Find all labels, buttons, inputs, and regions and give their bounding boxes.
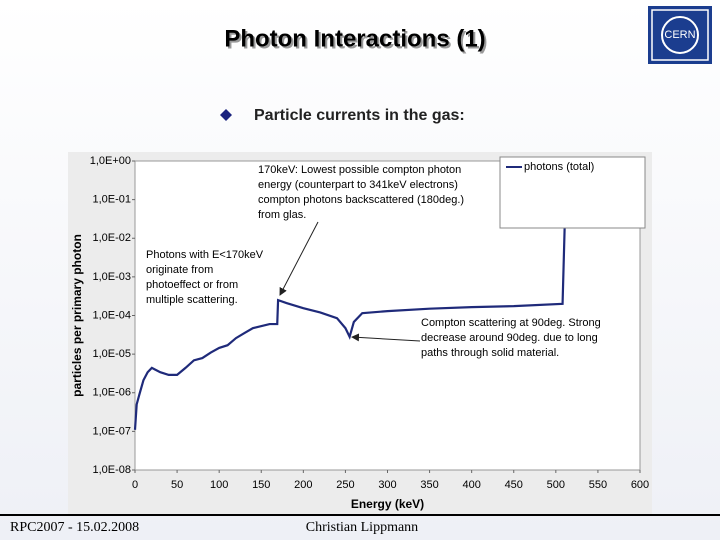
x-tick-label: 500 bbox=[547, 479, 565, 491]
y-tick-label: 1,0E+00 bbox=[90, 155, 131, 167]
y-tick-label: 1,0E-02 bbox=[92, 232, 131, 244]
x-tick-label: 450 bbox=[505, 479, 523, 491]
y-tick-label: 1,0E-06 bbox=[92, 387, 131, 399]
x-tick-label: 550 bbox=[589, 479, 607, 491]
y-tick-label: 1,0E-04 bbox=[92, 309, 131, 321]
x-tick-label: 350 bbox=[420, 479, 438, 491]
logo-text: CERN bbox=[664, 29, 695, 41]
x-tick-label: 50 bbox=[171, 479, 183, 491]
x-tick-label: 250 bbox=[336, 479, 354, 491]
x-axis-title: Energy (keV) bbox=[351, 497, 424, 511]
slide-title: Photon Interactions (1) bbox=[224, 25, 485, 52]
title-shadow: Photon Interactions (1) bbox=[226, 27, 487, 54]
x-tick-label: 600 bbox=[631, 479, 649, 491]
annotation: multiple scattering. bbox=[146, 294, 238, 306]
x-tick-label: 200 bbox=[294, 479, 312, 491]
annotation-arrow bbox=[279, 221, 319, 296]
logo: CERN bbox=[648, 6, 712, 64]
annotation-arrow bbox=[351, 333, 421, 342]
y-axis-title: particles per primary photon bbox=[70, 234, 84, 397]
annotation: from glas. bbox=[258, 209, 306, 221]
annotation: energy (counterpart to 341keV electrons) bbox=[258, 179, 458, 191]
x-tick-label: 150 bbox=[252, 479, 270, 491]
annotation: paths through solid material. bbox=[421, 347, 559, 359]
annotation: 170keV: Lowest possible compton photon bbox=[258, 164, 461, 176]
y-tick-label: 1,0E-01 bbox=[92, 194, 131, 206]
annotation: Photons with E<170keV bbox=[146, 249, 264, 261]
legend-label: photons (total) bbox=[524, 161, 594, 173]
x-tick-label: 300 bbox=[378, 479, 396, 491]
annotation: compton photons backscattered (180deg.) bbox=[258, 194, 464, 206]
y-tick-label: 1,0E-05 bbox=[92, 348, 131, 360]
y-tick-label: 1,0E-03 bbox=[92, 271, 131, 283]
x-tick-label: 400 bbox=[462, 479, 480, 491]
annotation: photoeffect or from bbox=[146, 279, 238, 291]
chart: 1,0E+00 1,0E-01 1,0E-02 1,0E-03 1,0E-04 1,0E-… bbox=[70, 155, 649, 511]
annotation: originate from bbox=[146, 264, 213, 276]
footer-center: Christian Lippmann bbox=[306, 520, 418, 535]
footer-left: RPC2007 - 15.02.2008 bbox=[10, 520, 139, 535]
annotation: decrease around 90deg. due to long bbox=[421, 332, 598, 344]
bullet-text: Particle currents in the gas: bbox=[254, 107, 465, 124]
annotation: Compton scattering at 90deg. Strong bbox=[421, 317, 601, 329]
x-tick-label: 0 bbox=[132, 479, 138, 491]
legend-box bbox=[499, 156, 646, 229]
y-tick-label: 1,0E-08 bbox=[92, 464, 131, 476]
data-line bbox=[133, 211, 567, 430]
y-tick-label: 1,0E-07 bbox=[92, 425, 131, 437]
x-tick-label: 100 bbox=[210, 479, 228, 491]
bullet-icon bbox=[220, 109, 232, 121]
